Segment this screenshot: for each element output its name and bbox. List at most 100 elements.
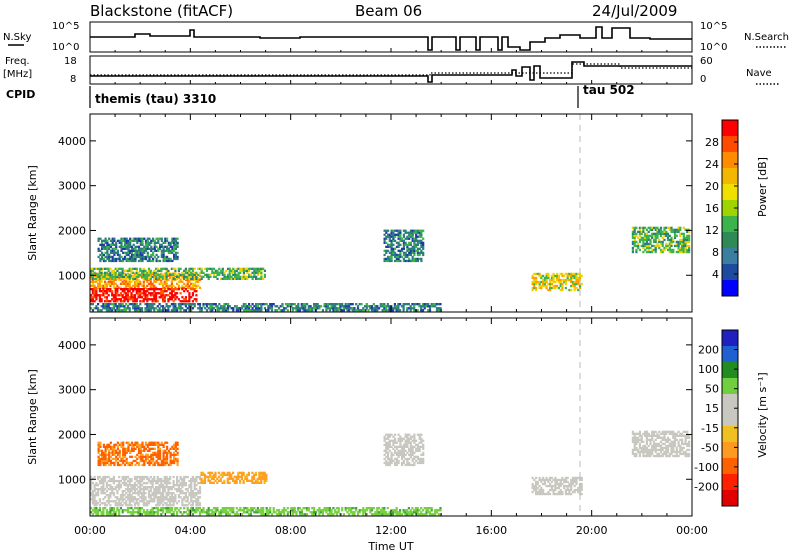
power-cell — [125, 251, 128, 254]
power-cell — [147, 273, 151, 276]
power-cell — [113, 237, 116, 240]
power-cell — [116, 275, 119, 278]
power-cell — [156, 305, 159, 308]
velocity-cell — [406, 441, 409, 444]
velocity-cell — [212, 481, 215, 484]
velocity-cell — [320, 509, 323, 512]
velocity-cell — [102, 507, 105, 510]
velocity-cell — [684, 430, 687, 433]
velocity-cell — [645, 434, 648, 437]
power-cell — [112, 300, 115, 303]
power-cell — [422, 245, 425, 248]
velocity-cell — [136, 445, 139, 448]
velocity-cell — [97, 461, 100, 465]
velocity-cell — [197, 500, 200, 503]
velocity-cell — [129, 455, 132, 458]
power-cell — [91, 284, 94, 287]
power-cell — [205, 275, 209, 278]
power-cell — [392, 235, 395, 238]
power-cell — [142, 284, 145, 287]
power-cell — [118, 298, 121, 301]
power-cell — [383, 305, 386, 308]
velocity-cell — [142, 498, 145, 501]
power-cell — [673, 244, 677, 248]
velocity-cell — [142, 475, 145, 479]
power-cell — [416, 247, 419, 250]
velocity-cell — [654, 454, 657, 458]
velocity-cell — [130, 513, 133, 516]
power-cell — [109, 243, 112, 246]
power-cell — [111, 259, 114, 263]
velocity-cell — [121, 477, 124, 481]
velocity-cell — [202, 481, 205, 484]
power-cell — [144, 269, 147, 272]
velocity-cell — [673, 440, 677, 443]
power-cell — [118, 305, 121, 308]
velocity-cell — [167, 463, 170, 467]
velocity-cell — [101, 459, 104, 463]
power-cell — [165, 309, 168, 312]
velocity-cell — [179, 475, 182, 479]
power-cell — [228, 305, 231, 308]
velocity-cell — [130, 449, 134, 452]
velocity-cell — [140, 496, 144, 499]
velocity-cell — [401, 461, 404, 465]
velocity-cell — [102, 453, 105, 456]
velocity-cell — [302, 513, 305, 516]
power-cell — [98, 286, 101, 289]
power-cell — [577, 280, 580, 284]
power-cell — [155, 241, 158, 244]
power-cell — [146, 273, 149, 276]
power-cell — [104, 239, 107, 242]
velocity-ytick-label: 4000 — [58, 339, 86, 352]
velocity-cell — [666, 450, 670, 454]
power-cell — [123, 300, 126, 303]
velocity-cell — [123, 482, 126, 485]
power-cell — [97, 309, 100, 312]
power-cell — [163, 296, 166, 299]
velocity-cell — [237, 473, 240, 476]
power-cell — [633, 240, 636, 244]
power-cell — [256, 271, 259, 274]
velocity-cell — [159, 453, 162, 456]
power-cell — [173, 253, 176, 257]
velocity-cell — [200, 473, 203, 476]
velocity-cell — [193, 500, 196, 503]
velocity-cell — [151, 494, 154, 497]
velocity-cell — [133, 496, 137, 499]
velocity-cell — [165, 509, 168, 512]
velocity-cell — [125, 492, 128, 495]
power-cell — [166, 255, 169, 259]
power-cell — [140, 288, 144, 291]
power-cell — [114, 273, 117, 276]
power-cell — [241, 277, 244, 280]
power-cell — [409, 307, 412, 310]
power-cell — [107, 267, 110, 270]
power-cell — [97, 303, 100, 306]
power-cell — [111, 269, 114, 272]
power-cell — [116, 239, 119, 242]
velocity-cell — [406, 461, 409, 465]
power-cell — [188, 300, 191, 303]
velocity-cell — [418, 445, 421, 448]
power-cell — [132, 239, 135, 242]
power-cell — [155, 277, 158, 280]
power-cell — [638, 240, 641, 244]
velocity-cell — [116, 447, 119, 450]
power-cell — [411, 247, 414, 250]
power-cell — [177, 298, 180, 301]
power-cell — [91, 292, 94, 295]
power-cell — [255, 309, 258, 312]
velocity-cell — [272, 509, 275, 512]
power-cell — [420, 257, 423, 261]
velocity-cell — [221, 473, 224, 476]
power-cell — [107, 307, 110, 310]
power-cell — [682, 246, 685, 250]
power-cell — [408, 237, 411, 240]
velocity-cell — [661, 452, 664, 456]
velocity-cell — [167, 477, 170, 481]
velocity-cell — [183, 498, 186, 501]
power-cell — [165, 294, 168, 297]
power-cell — [152, 247, 155, 250]
velocity-cell — [98, 509, 101, 512]
